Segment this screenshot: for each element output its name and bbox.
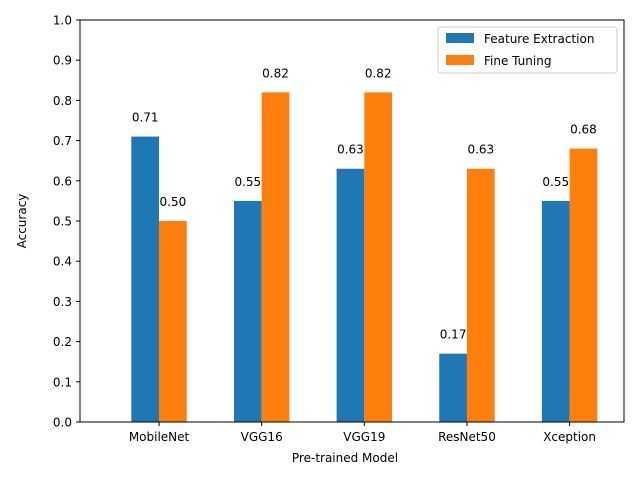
bar-label-fine-tuning-3: 0.63 <box>467 143 494 157</box>
legend-label-feature-extraction: Feature Extraction <box>484 32 594 46</box>
bar-label-fine-tuning-1: 0.82 <box>262 66 289 80</box>
y-axis: 0.0 0.1 0.2 0.3 0.4 0.5 0.6 0.7 0.8 0.9 1.0 <box>53 14 80 430</box>
bar-feature-extraction-4 <box>541 200 570 422</box>
bar-label-feature-extraction-0: 0.71 <box>132 111 159 125</box>
legend-swatch-fine-tuning <box>446 55 474 65</box>
y-tick-label: 0.1 <box>53 375 72 389</box>
y-tick-label: 0.9 <box>53 54 72 68</box>
bars-group <box>131 92 598 423</box>
bar-label-feature-extraction-3: 0.17 <box>440 328 467 342</box>
x-tick-label: VGG16 <box>241 430 283 444</box>
bar-fine-tuning-1 <box>261 92 290 423</box>
legend-box <box>437 26 618 74</box>
bar-label-fine-tuning-2: 0.82 <box>365 66 392 80</box>
bar-fine-tuning-2 <box>364 92 393 423</box>
bar-label-feature-extraction-4: 0.55 <box>542 175 569 189</box>
x-tick-label: ResNet50 <box>438 430 496 444</box>
bar-feature-extraction-1 <box>233 200 262 422</box>
legend-swatch-feature-extraction <box>446 33 474 43</box>
y-tick-label: 0.8 <box>53 94 72 108</box>
bar-label-fine-tuning-4: 0.68 <box>570 123 597 137</box>
y-tick-label: 0.5 <box>53 215 72 229</box>
x-tick-label: MobileNet <box>129 430 190 444</box>
y-tick-label: 0.7 <box>53 134 72 148</box>
bar-feature-extraction-2 <box>336 168 365 422</box>
y-tick-label: 0.6 <box>53 174 72 188</box>
y-tick-label: 1.0 <box>53 14 72 28</box>
x-tick-label: Xception <box>543 430 596 444</box>
x-axis: MobileNet VGG16 VGG19 ResNet50 Xception <box>129 422 596 444</box>
bar-fine-tuning-3 <box>466 168 495 422</box>
x-tick-label: VGG19 <box>343 430 385 444</box>
legend-label-fine-tuning: Fine Tuning <box>484 54 551 68</box>
bar-label-feature-extraction-1: 0.55 <box>234 175 261 189</box>
x-axis-label: Pre-trained Model <box>292 451 398 465</box>
y-tick-label: 0.2 <box>53 335 72 349</box>
bar-label-fine-tuning-0: 0.50 <box>160 195 187 209</box>
bar-label-feature-extraction-2: 0.63 <box>337 143 364 157</box>
y-tick-label: 0.0 <box>53 416 72 430</box>
y-axis-label: Accuracy <box>15 194 29 249</box>
bar-value-labels: 0.71 0.55 0.63 0.17 0.55 0.50 0.82 0.82 0.63 0.68 <box>132 66 597 341</box>
bar-fine-tuning-4 <box>569 148 598 422</box>
y-tick-label: 0.4 <box>53 255 72 269</box>
y-tick-label: 0.3 <box>53 295 72 309</box>
legend: Feature Extraction Fine Tuning <box>437 26 618 74</box>
bar-feature-extraction-0 <box>131 136 160 422</box>
bar-fine-tuning-0 <box>159 221 187 422</box>
bar-feature-extraction-3 <box>439 353 467 422</box>
